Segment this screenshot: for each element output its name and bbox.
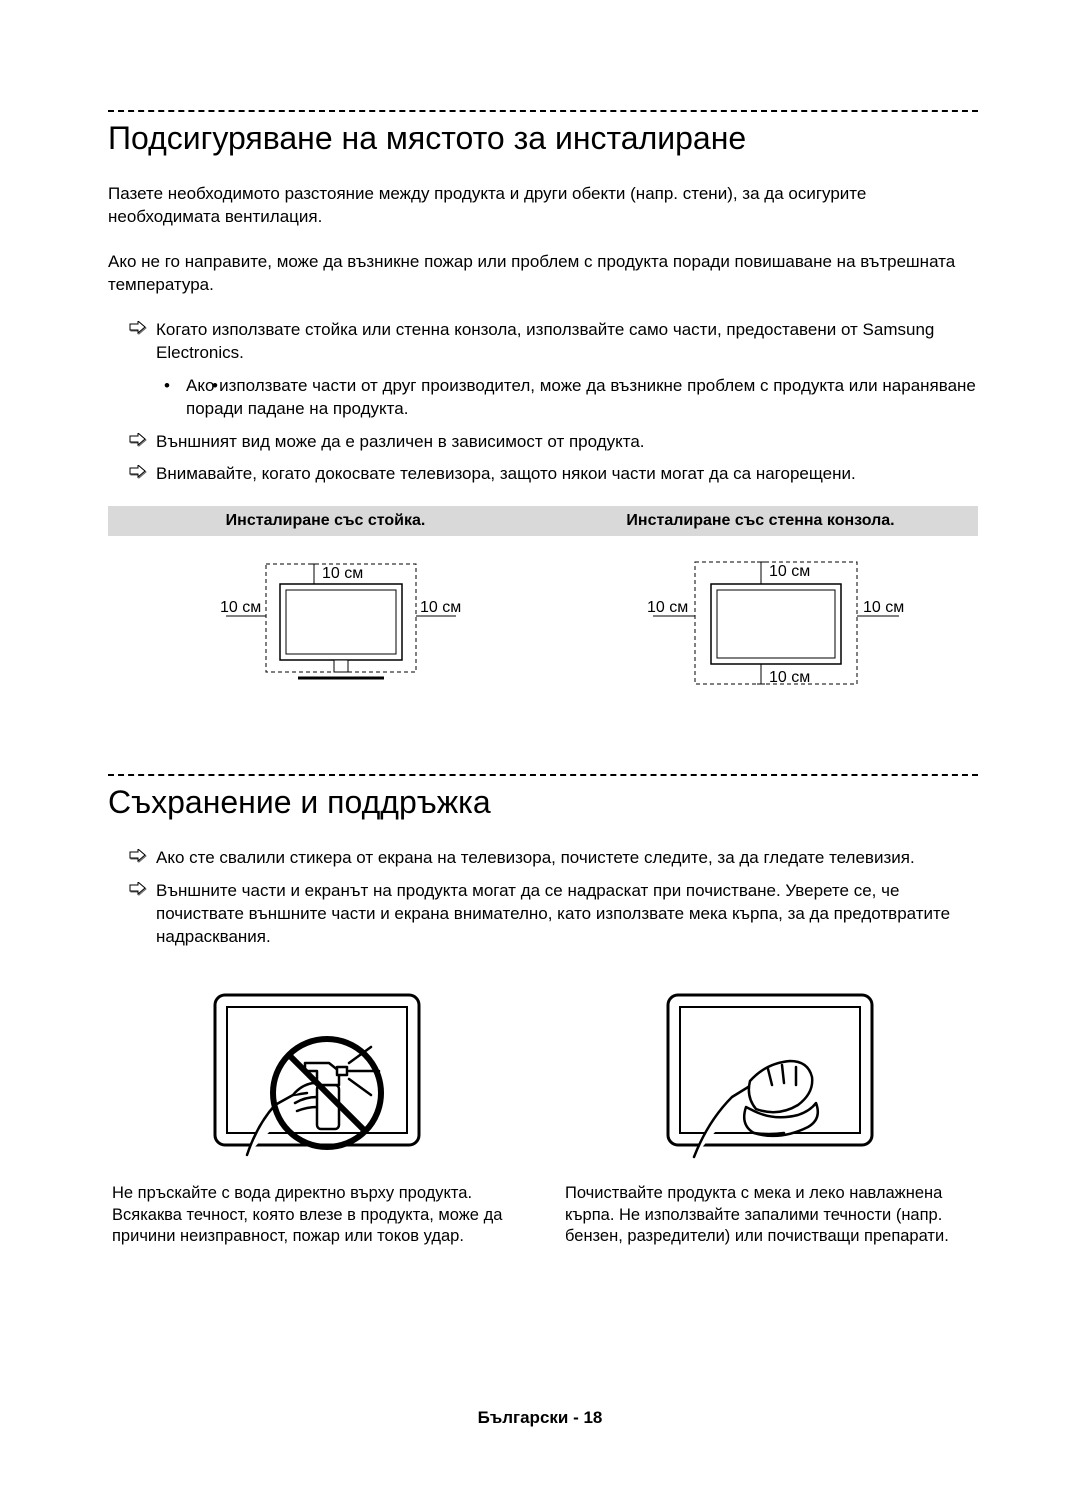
note-icon	[129, 849, 147, 863]
dim-top: 10 см	[322, 565, 363, 582]
section1-title: Подсигуряване на мястото за инсталиране	[108, 120, 978, 157]
caption-left: Не пръскайте с вода директно върху проду…	[108, 1183, 525, 1247]
dim-left: 10 см	[220, 599, 261, 616]
footer-lang: Български	[478, 1408, 569, 1427]
section2-notes: Ако сте свалили стикера от екрана на тел…	[108, 847, 978, 949]
stand-diagram: 10 см 10 см 10 см	[108, 550, 543, 720]
section1-para1: Пазете необходимото разстояние между про…	[108, 183, 978, 229]
section-rule	[108, 110, 978, 112]
header-stand: Инсталиране със стойка.	[108, 506, 543, 536]
dim-right: 10 см	[420, 599, 461, 616]
install-table: Инсталиране със стойка. Инсталиране със …	[108, 506, 978, 720]
note-item: Външният вид може да е различен в зависи…	[108, 431, 978, 454]
note-icon	[129, 465, 147, 479]
sub-bullet: • Ако използвате части от друг производи…	[156, 375, 978, 421]
footer-sep: -	[568, 1408, 583, 1427]
section1-para2: Ако не го направите, може да възникне по…	[108, 251, 978, 297]
note-text: Когато използвате стойка или стенна конз…	[156, 320, 934, 362]
section2-title: Съхранение и поддръжка	[108, 784, 978, 821]
caption-right: Почиствайте продукта с мека и леко навла…	[561, 1183, 978, 1247]
note-text: Внимавайте, когато докосвате телевизора,…	[156, 464, 856, 483]
no-spray-figure	[197, 985, 437, 1165]
note-item: Внимавайте, когато докосвате телевизора,…	[108, 463, 978, 486]
note-text: Външният вид може да е различен в зависи…	[156, 432, 645, 451]
section1-notes: Когато използвате стойка или стенна конз…	[108, 319, 978, 487]
dim-right: 10 см	[863, 599, 904, 616]
wall-diagram: 10 см 10 см 10 см 10 см	[543, 550, 978, 720]
sub-bullet-text: Ако използвате части от друг производите…	[186, 376, 976, 418]
note-item: Когато използвате стойка или стенна конз…	[108, 319, 978, 421]
header-wall: Инсталиране със стенна конзола.	[543, 506, 978, 536]
note-text: Ако сте свалили стикера от екрана на тел…	[156, 848, 915, 867]
page-footer: Български - 18	[0, 1408, 1080, 1428]
cloth-figure	[650, 985, 890, 1165]
dim-bottom: 10 см	[769, 669, 810, 686]
dim-top: 10 см	[769, 563, 810, 580]
note-icon	[129, 321, 147, 335]
maintenance-figures: Не пръскайте с вода директно върху проду…	[108, 985, 978, 1247]
note-icon	[129, 433, 147, 447]
section-rule	[108, 774, 978, 776]
note-icon	[129, 882, 147, 896]
note-item: Ако сте свалили стикера от екрана на тел…	[108, 847, 978, 870]
note-item: Външните части и екранът на продукта мог…	[108, 880, 978, 949]
footer-page: 18	[583, 1408, 602, 1427]
dim-left: 10 см	[647, 599, 688, 616]
note-text: Външните части и екранът на продукта мог…	[156, 881, 950, 946]
